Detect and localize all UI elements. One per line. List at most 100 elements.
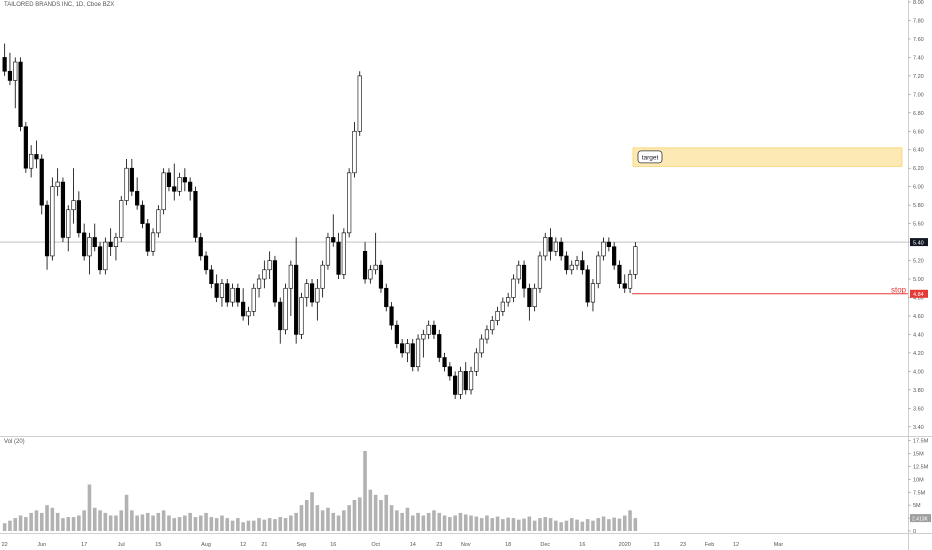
candle-body (166, 172, 172, 187)
candle-body (569, 264, 574, 271)
time-tick-label: 12 (240, 542, 246, 548)
volume-bar (2, 523, 7, 531)
volume-bar (209, 517, 214, 531)
candle-body (431, 324, 437, 335)
price-tick-label: 7.40 (913, 55, 924, 61)
volume-bar (24, 517, 28, 531)
candle-body (516, 264, 521, 280)
volume-bar (177, 517, 182, 531)
volume-bar (389, 505, 394, 531)
candle-body (50, 186, 55, 257)
volume-bar (236, 518, 240, 531)
candle-body (320, 264, 325, 289)
candle-body (87, 237, 92, 257)
volume-bar (294, 512, 298, 531)
time-tick-label: 15 (155, 542, 161, 548)
candle-body (66, 209, 71, 238)
candle-body (278, 301, 283, 331)
volume-bar (130, 510, 134, 531)
volume-bar (379, 500, 383, 531)
volume-bar (151, 515, 155, 531)
price-tick-label: 6.40 (913, 148, 924, 154)
current-volume-badge-label: 2.413K (912, 516, 929, 522)
volume-bar (220, 515, 224, 531)
candle-body (574, 260, 580, 266)
volume-bar (559, 522, 563, 531)
time-tick-label: Sep (297, 542, 307, 548)
volume-bar (183, 515, 187, 531)
volume-tick-label: 12.5M (913, 464, 929, 470)
volume-bar (45, 505, 49, 531)
volume-bar (495, 516, 500, 531)
candle-body (336, 241, 341, 275)
target-label: target (642, 154, 659, 161)
volume-bar (347, 505, 351, 531)
candle-body (135, 190, 140, 206)
candle-body (129, 167, 134, 192)
volume-bar (55, 512, 60, 531)
volume-bar (39, 512, 44, 531)
volume-bar (156, 512, 161, 531)
volume-bar (628, 510, 632, 531)
volume-tick-label: 5M (913, 503, 921, 509)
price-tick-label: 7.60 (913, 37, 924, 43)
volume-bar (283, 518, 288, 531)
time-tick-label: 16 (579, 542, 585, 548)
price-tick-label: 4.60 (913, 314, 924, 320)
volume-panel-title: Vol (20) (4, 439, 25, 445)
candle-body (532, 287, 537, 308)
candle-body (203, 255, 209, 271)
volume-bar (564, 520, 569, 531)
candle-body (97, 246, 103, 271)
volume-bar (363, 450, 367, 531)
price-tick-label: 4.40 (913, 332, 924, 338)
volume-bar (448, 517, 452, 531)
volume-tick-label: 15M (913, 452, 924, 458)
candle-body (198, 237, 203, 257)
candle-body (622, 283, 627, 289)
volume-bar (304, 500, 309, 531)
volume-bar (289, 515, 293, 531)
time-tick-label: 16 (330, 542, 336, 548)
volume-bar (569, 518, 574, 531)
candle-body (384, 287, 389, 308)
candle-body (325, 237, 331, 266)
volume-bar (458, 512, 463, 531)
volume-bar (601, 516, 606, 531)
candle-body (421, 334, 426, 340)
candle-body (177, 177, 182, 192)
volume-bar (246, 520, 251, 531)
volume-bar (198, 515, 203, 531)
time-tick-label: 2020 (619, 542, 631, 548)
volume-bar (267, 518, 272, 531)
time-tick-label: 21 (261, 542, 267, 548)
time-tick-label: 17 (81, 542, 87, 548)
candle-body (2, 57, 7, 72)
volume-bar (50, 507, 55, 531)
volume-bar (405, 507, 410, 531)
volume-bar (13, 518, 18, 531)
candle-body (474, 352, 479, 372)
candle-body (633, 246, 638, 275)
price-tick-label: 7.00 (913, 92, 924, 98)
candle-body (140, 204, 145, 224)
candle-body (124, 167, 129, 201)
candle-body (299, 297, 304, 335)
time-tick-label: Oct (371, 542, 380, 548)
candle-body (410, 343, 415, 368)
volume-bar (622, 515, 627, 531)
candle-body (543, 237, 548, 257)
volume-bar (522, 518, 526, 531)
candle-body (559, 241, 564, 257)
price-tick-label: 5.60 (913, 222, 924, 228)
candle-body (506, 297, 511, 303)
candle-body (251, 287, 256, 312)
volume-bar (278, 517, 283, 531)
candle-body (368, 269, 373, 280)
candle-body (389, 306, 394, 326)
price-tick-label: 6.20 (913, 166, 924, 172)
volume-bar (124, 494, 129, 531)
volume-bar (585, 519, 590, 531)
price-tick-label: 8.00 (913, 0, 924, 6)
